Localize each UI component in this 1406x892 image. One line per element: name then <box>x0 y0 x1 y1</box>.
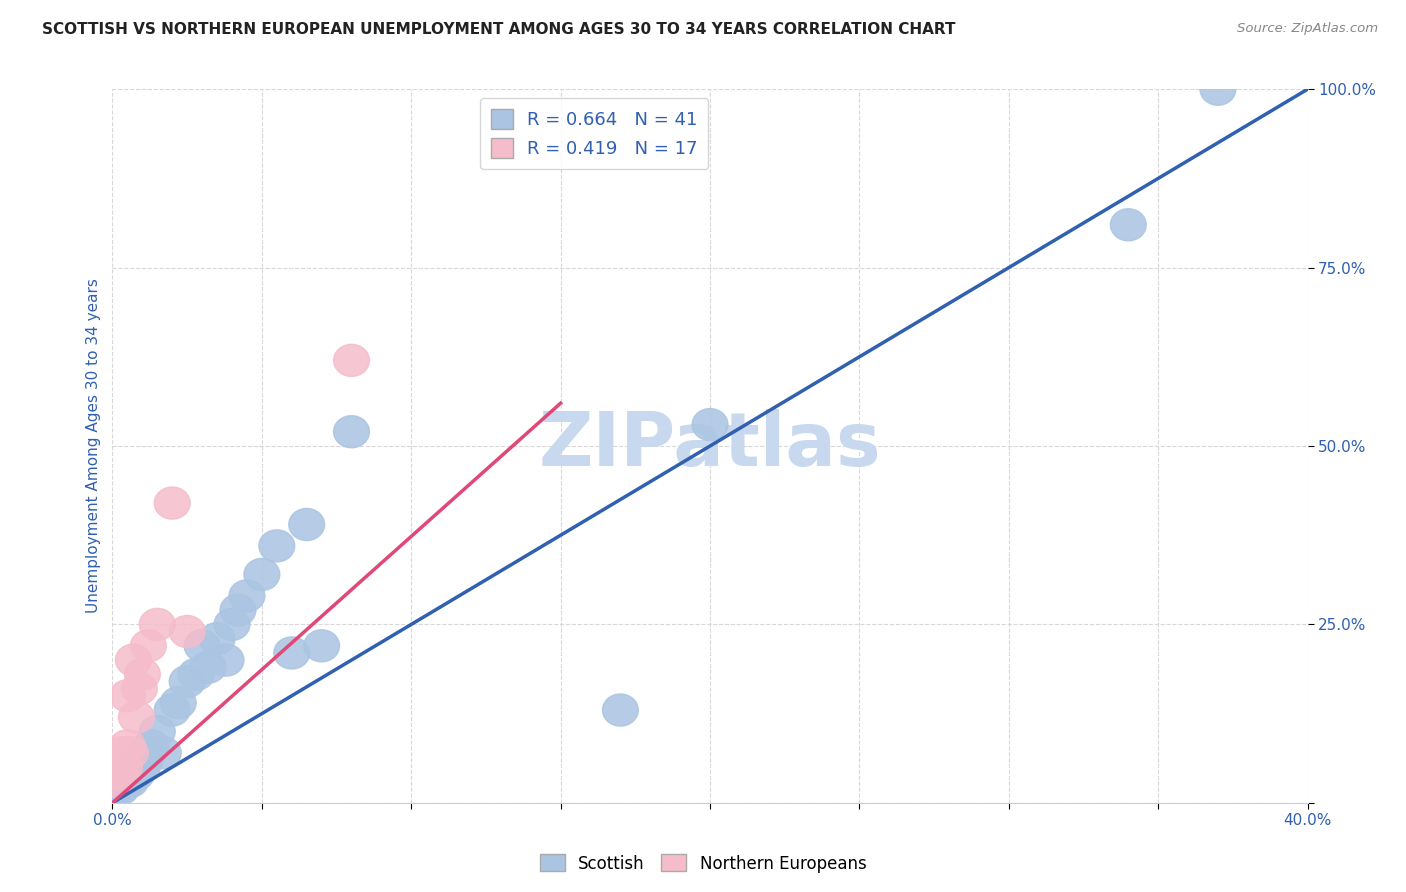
Ellipse shape <box>603 694 638 726</box>
Ellipse shape <box>110 730 145 762</box>
Ellipse shape <box>97 765 134 797</box>
Ellipse shape <box>101 772 136 805</box>
Ellipse shape <box>115 758 152 790</box>
Y-axis label: Unemployment Among Ages 30 to 34 years: Unemployment Among Ages 30 to 34 years <box>86 278 101 614</box>
Ellipse shape <box>1201 73 1236 105</box>
Ellipse shape <box>101 765 136 797</box>
Ellipse shape <box>110 765 145 797</box>
Ellipse shape <box>121 673 157 705</box>
Ellipse shape <box>288 508 325 541</box>
Ellipse shape <box>190 651 226 683</box>
Ellipse shape <box>333 344 370 376</box>
Ellipse shape <box>104 737 139 769</box>
Ellipse shape <box>112 765 149 797</box>
Ellipse shape <box>200 623 235 655</box>
Ellipse shape <box>118 758 155 790</box>
Ellipse shape <box>112 751 149 783</box>
Ellipse shape <box>104 765 139 797</box>
Ellipse shape <box>139 715 176 747</box>
Ellipse shape <box>110 680 145 712</box>
Ellipse shape <box>131 737 166 769</box>
Legend: Scottish, Northern Europeans: Scottish, Northern Europeans <box>533 847 873 880</box>
Ellipse shape <box>155 487 190 519</box>
Ellipse shape <box>259 530 295 562</box>
Ellipse shape <box>208 644 245 676</box>
Ellipse shape <box>169 615 205 648</box>
Ellipse shape <box>184 630 221 662</box>
Ellipse shape <box>104 772 139 805</box>
Ellipse shape <box>139 608 176 640</box>
Ellipse shape <box>134 730 169 762</box>
Ellipse shape <box>274 637 309 669</box>
Ellipse shape <box>107 751 142 783</box>
Ellipse shape <box>112 737 149 769</box>
Ellipse shape <box>118 701 155 733</box>
Ellipse shape <box>121 751 157 783</box>
Ellipse shape <box>229 580 264 612</box>
Ellipse shape <box>125 658 160 690</box>
Ellipse shape <box>169 665 205 698</box>
Legend: R = 0.664   N = 41, R = 0.419   N = 17: R = 0.664 N = 41, R = 0.419 N = 17 <box>479 98 709 169</box>
Ellipse shape <box>179 658 214 690</box>
Ellipse shape <box>333 416 370 448</box>
Ellipse shape <box>214 608 250 640</box>
Ellipse shape <box>110 758 145 790</box>
Ellipse shape <box>145 737 181 769</box>
Ellipse shape <box>115 644 152 676</box>
Ellipse shape <box>101 751 136 783</box>
Text: SCOTTISH VS NORTHERN EUROPEAN UNEMPLOYMENT AMONG AGES 30 TO 34 YEARS CORRELATION: SCOTTISH VS NORTHERN EUROPEAN UNEMPLOYME… <box>42 22 956 37</box>
Text: Source: ZipAtlas.com: Source: ZipAtlas.com <box>1237 22 1378 36</box>
Ellipse shape <box>160 687 197 719</box>
Ellipse shape <box>104 758 139 790</box>
Ellipse shape <box>1111 209 1146 241</box>
Ellipse shape <box>304 630 340 662</box>
Text: ZIPatlas: ZIPatlas <box>538 409 882 483</box>
Ellipse shape <box>128 744 163 776</box>
Ellipse shape <box>107 758 142 790</box>
Ellipse shape <box>97 772 134 805</box>
Ellipse shape <box>107 765 142 797</box>
Ellipse shape <box>131 630 166 662</box>
Ellipse shape <box>125 751 160 783</box>
Ellipse shape <box>245 558 280 591</box>
Ellipse shape <box>219 594 256 626</box>
Ellipse shape <box>692 409 728 441</box>
Ellipse shape <box>155 694 190 726</box>
